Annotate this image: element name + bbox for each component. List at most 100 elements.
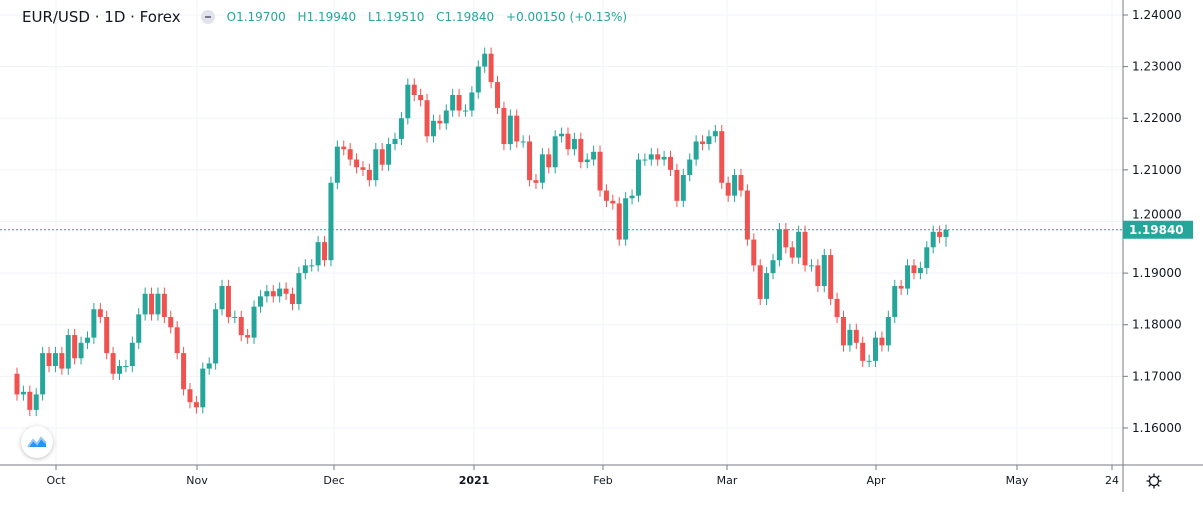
candle-down bbox=[744, 190, 750, 240]
candle-up bbox=[334, 146, 340, 183]
candle-down bbox=[225, 286, 231, 317]
candle-up bbox=[873, 337, 879, 361]
price-tick-label: 1.16000 bbox=[1132, 421, 1182, 435]
candle-down bbox=[565, 133, 571, 150]
candle-up bbox=[680, 175, 686, 201]
candle-up bbox=[917, 267, 923, 274]
candle-down bbox=[533, 180, 539, 183]
candle-up bbox=[475, 66, 481, 93]
candle-down bbox=[174, 327, 180, 354]
candle-down bbox=[149, 293, 155, 315]
candle-up bbox=[623, 198, 629, 240]
candle-down bbox=[72, 335, 78, 359]
candle-up bbox=[200, 368, 206, 408]
candle-up bbox=[386, 144, 392, 165]
price-tick-label: 1.22000 bbox=[1132, 111, 1182, 125]
candle-down bbox=[347, 149, 353, 160]
candle-down bbox=[725, 182, 731, 196]
candle-up bbox=[770, 260, 776, 274]
candle-down bbox=[161, 293, 167, 317]
symbol-title[interactable]: EUR/USD · 1D · Forex bbox=[22, 8, 181, 26]
candle-down bbox=[97, 309, 103, 317]
candle-up bbox=[732, 175, 738, 196]
candle-up bbox=[443, 110, 449, 124]
ohlc-values: O1.19700 H1.19940 L1.19510 C1.19840 +0.0… bbox=[227, 10, 635, 24]
candle-up bbox=[20, 391, 26, 395]
candle-down bbox=[834, 298, 840, 317]
candle-up bbox=[661, 156, 667, 160]
candle-up bbox=[302, 265, 308, 274]
candle-up bbox=[33, 394, 39, 410]
candle-up bbox=[687, 159, 693, 176]
candle-up bbox=[905, 265, 911, 289]
candle-down bbox=[603, 190, 609, 201]
candle-down bbox=[597, 151, 603, 191]
candle-up bbox=[764, 273, 770, 299]
candle-down bbox=[238, 316, 244, 336]
candle-up bbox=[482, 53, 488, 67]
candle-up bbox=[257, 296, 263, 307]
time-tick-label: Mar bbox=[717, 474, 738, 487]
candle-up bbox=[642, 159, 648, 161]
candle-down bbox=[789, 247, 795, 258]
candle-up bbox=[885, 316, 891, 346]
candle-down bbox=[898, 286, 904, 289]
candle-down bbox=[853, 329, 859, 343]
candle-down bbox=[815, 265, 821, 287]
candle-down bbox=[668, 156, 674, 170]
candle-up bbox=[584, 159, 590, 163]
price-tick-label: 1.19000 bbox=[1132, 266, 1182, 280]
candle-down bbox=[514, 115, 520, 142]
candle-up bbox=[84, 337, 90, 343]
candle-up bbox=[450, 95, 456, 111]
tradingview-logo-icon[interactable] bbox=[21, 426, 53, 458]
candle-down bbox=[59, 353, 65, 369]
candle-up bbox=[136, 314, 142, 343]
candle-up bbox=[142, 293, 148, 315]
candle-up bbox=[123, 366, 129, 368]
candle-down bbox=[937, 231, 943, 237]
time-tick-label: 2021 bbox=[459, 474, 490, 487]
candle-up bbox=[52, 353, 58, 367]
candle-down bbox=[719, 131, 725, 183]
candle-up bbox=[706, 136, 712, 145]
candle-down bbox=[488, 53, 494, 83]
candle-up bbox=[315, 242, 321, 266]
high-value: H1.19940 bbox=[297, 10, 357, 24]
candle-down bbox=[354, 159, 360, 168]
candle-up bbox=[40, 353, 46, 395]
price-tick-label: 1.24000 bbox=[1132, 8, 1182, 22]
candle-down bbox=[322, 242, 328, 261]
time-tick-label: Feb bbox=[593, 474, 612, 487]
candle-up bbox=[559, 133, 565, 137]
candle-down bbox=[578, 138, 584, 163]
candle-up bbox=[251, 306, 257, 338]
gear-icon[interactable] bbox=[1145, 472, 1163, 490]
candle-down bbox=[14, 373, 20, 395]
candle-down bbox=[860, 342, 866, 361]
candle-up bbox=[635, 159, 641, 196]
candle-down bbox=[674, 169, 680, 201]
candle-up bbox=[155, 293, 161, 315]
candle-down bbox=[104, 316, 110, 354]
candle-up bbox=[232, 316, 238, 318]
candle-up bbox=[539, 154, 545, 183]
candle-up bbox=[507, 115, 513, 145]
price-tick-label: 1.23000 bbox=[1132, 60, 1182, 74]
candle-down bbox=[501, 107, 507, 145]
candle-down bbox=[360, 167, 366, 170]
candle-down bbox=[751, 239, 757, 266]
minus-circle-icon[interactable] bbox=[200, 10, 215, 24]
candle-up bbox=[796, 231, 802, 258]
candle-up bbox=[776, 229, 782, 261]
candle-up bbox=[693, 141, 699, 160]
candle-down bbox=[46, 353, 52, 367]
candle-up bbox=[213, 309, 219, 364]
candle-down bbox=[110, 353, 116, 374]
candle-down bbox=[828, 255, 834, 299]
price-tick-label: 1.20000 bbox=[1132, 208, 1182, 222]
candle-up bbox=[65, 335, 71, 369]
candle-down bbox=[245, 335, 251, 338]
candle-down bbox=[879, 337, 885, 346]
